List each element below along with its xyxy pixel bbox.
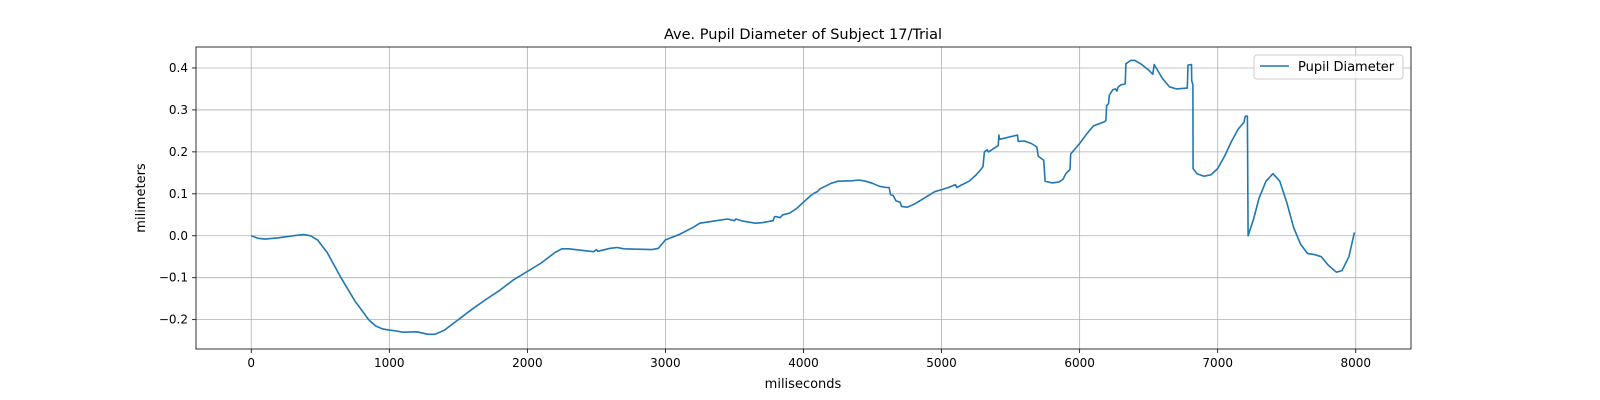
x-tick-label: 8000: [1340, 356, 1371, 370]
y-tick-label: 0.1: [169, 187, 188, 201]
y-tick-label: −0.1: [159, 271, 188, 285]
y-tick-label: −0.2: [159, 313, 188, 327]
y-tick-label: 0.4: [169, 61, 188, 75]
y-tick-label: 0.3: [169, 103, 188, 117]
x-tick-label: 7000: [1202, 356, 1233, 370]
x-tick-label: 6000: [1064, 356, 1095, 370]
y-tick-label: 0.0: [169, 229, 188, 243]
legend-label: Pupil Diameter: [1298, 60, 1395, 75]
x-tick-label: 1000: [374, 356, 405, 370]
y-tick-label: 0.2: [169, 145, 188, 159]
x-tick-label: 2000: [512, 356, 543, 370]
legend-box: [1253, 54, 1404, 80]
x-tick-label: 4000: [788, 356, 819, 370]
chart-title: Ave. Pupil Diameter of Subject 17/Trial: [664, 27, 942, 43]
x-tick-label: 5000: [926, 356, 957, 370]
plot-lines: [250, 59, 1356, 336]
x-axis: 0 1000 2000 3000 4000 5000 6000 7000 8000: [247, 349, 1371, 370]
y-axis: −0.2 −0.1 0.0 0.1 0.2 0.3 0.4: [159, 61, 196, 327]
x-tick-label: 0: [247, 356, 255, 370]
x-tick-label: 3000: [650, 356, 681, 370]
x-axis-label: miliseconds: [765, 377, 842, 392]
y-axis-label: milimeters: [134, 163, 149, 233]
series-line-pupil-diameter: [250, 59, 1356, 336]
grid: [196, 47, 1411, 349]
legend: Pupil Diameter: [1253, 54, 1404, 80]
